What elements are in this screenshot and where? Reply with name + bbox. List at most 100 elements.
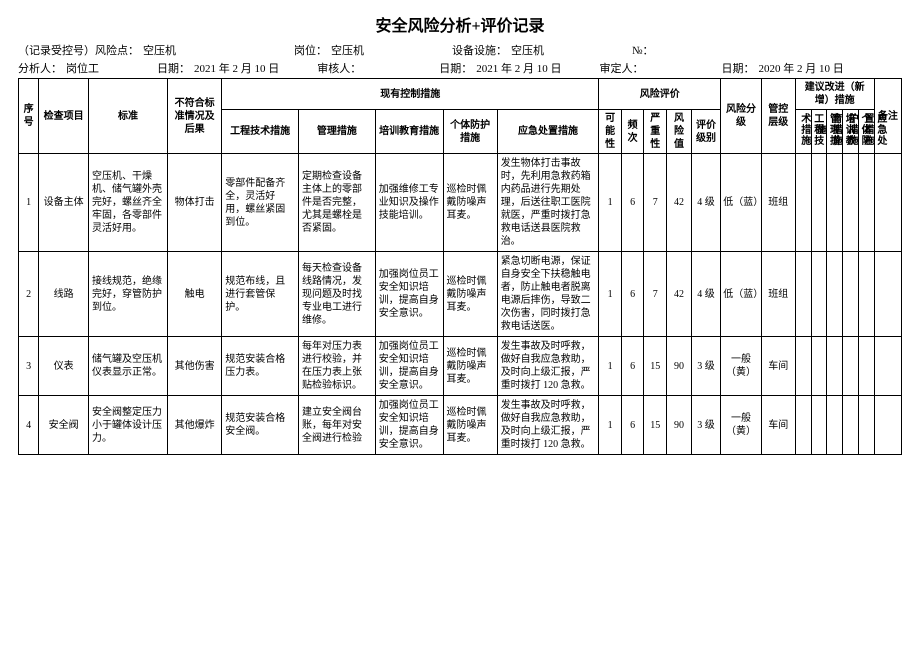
cell-cl: 车间 [761,396,795,455]
cell-seq: 3 [19,337,39,396]
cell-f: 6 [621,337,644,396]
cell-mgmt: 每年对压力表进行校验，并在压力表上张贴检验标识。 [298,337,375,396]
h-freq: 频次 [621,110,644,154]
cell-sp [843,337,859,396]
cell-item: 安全阀 [39,396,89,455]
h-emerg: 应急处置措施 [497,110,599,154]
h-risk-eval: 风险评价 [599,79,721,110]
cell-emerg: 发生事故及时呼救，做好自我应急救助，及时向上级汇报，严重时拨打 120 急救。 [497,396,599,455]
cell-item: 线路 [39,252,89,337]
cell-cl: 车间 [761,337,795,396]
h-severity: 严重性 [644,110,667,154]
h-ppe: 个体防护措施 [443,110,497,154]
cell-nonconf: 其他伤害 [168,337,222,396]
h-train: 培训教育措施 [375,110,443,154]
cell-se [795,154,811,252]
cell-eng: 规范安装合格压力表。 [222,337,299,396]
cell-v: 90 [667,337,692,396]
cell-train: 加强岗位员工安全知识培训，提高自身安全意识。 [375,396,443,455]
date2-value: 2021 年 2 月 10 日 [476,60,561,76]
cell-se [795,252,811,337]
cell-el: 3 级 [691,396,720,455]
post-label: 岗位： [294,42,327,58]
cell-seg [858,396,874,455]
cell-s: 15 [644,337,667,396]
cell-f: 6 [621,154,644,252]
cell-rg: 一般（黄） [721,396,762,455]
cell-se [795,337,811,396]
cell-f: 6 [621,396,644,455]
table-row: 3仪表储气罐及空压机仪表显示正常。其他伤害规范安装合格压力表。每年对压力表进行校… [19,337,902,396]
cell-emerg: 发生事故及时呼救，做好自我应急救助，及时向上级汇报，严重时拨打 120 急救。 [497,337,599,396]
cell-rm [874,154,901,252]
cell-seq: 4 [19,396,39,455]
approver-label: 审定人： [600,60,644,76]
cell-nonconf: 物体打击 [168,154,222,252]
cell-ppe: 巡检时佩戴防噪声耳麦。 [443,337,497,396]
cell-st [827,252,843,337]
h-suggest: 建议改进（新增）措施 [795,79,874,110]
cell-sm [811,154,827,252]
date1-label: 日期： [157,60,190,76]
cell-sm [811,396,827,455]
no-label: №： [632,42,654,58]
h-seq: 序号 [19,79,39,154]
cell-s: 15 [644,396,667,455]
cell-st [827,154,843,252]
h-s-train: 培训教育措施 [827,110,843,154]
cell-v: 90 [667,396,692,455]
meta-row-1: （记录受控号）风险点： 空压机 岗位： 空压机 设备设施： 空压机 №： [18,42,902,58]
h-likelihood: 可能性 [599,110,622,154]
cell-mgmt: 定期检查设备主体上的零部件是否完整，尤其是螺栓是否紧固。 [298,154,375,252]
date3-value: 2020 年 2 月 10 日 [759,60,844,76]
cell-l: 1 [599,396,622,455]
cell-mgmt: 每天检查设备线路情况，发现问题及时找专业电工进行维修。 [298,252,375,337]
table-row: 2线路接线规范，绝缘完好，穿管防护到位。触电规范布线，且进行套管保护。每天检查设… [19,252,902,337]
h-ctrl-level: 管控层级 [761,79,795,154]
h-item: 检查项目 [39,79,89,154]
cell-emerg: 发生物体打击事故时，先利用急救药箱内药品进行先期处理，后送往职工医院就医，严重时… [497,154,599,252]
cell-el: 3 级 [691,337,720,396]
h-eng: 工程技术措施 [222,110,299,154]
cell-v: 42 [667,252,692,337]
cell-rm [874,252,901,337]
cell-seg [858,252,874,337]
equip-label: 设备设施： [452,42,507,58]
cell-sp [843,252,859,337]
cell-seg [858,154,874,252]
cell-eng: 规范安装合格安全阀。 [222,396,299,455]
cell-rm [874,337,901,396]
risk-table: 序号 检查项目 标准 不符合标准情况及后果 现有控制措施 风险评价 风险分级 管… [18,78,902,455]
cell-ppe: 巡检时佩戴防噪声耳麦。 [443,252,497,337]
table-row: 4安全阀安全阀整定压力小于罐体设计压力。其他爆炸规范安装合格安全阀。建立安全阀台… [19,396,902,455]
cell-ppe: 巡检时佩戴防噪声耳麦。 [443,154,497,252]
h-existing: 现有控制措施 [222,79,599,110]
cell-standard: 储气罐及空压机仪表显示正常。 [88,337,167,396]
analyst-value: 岗位工 [66,60,99,76]
date2-label: 日期： [439,60,472,76]
cell-l: 1 [599,252,622,337]
cell-sm [811,252,827,337]
equip-value: 空压机 [511,42,544,58]
cell-el: 4 级 [691,154,720,252]
cell-seg [858,337,874,396]
cell-nonconf: 触电 [168,252,222,337]
cell-cl: 班组 [761,252,795,337]
cell-sp [843,154,859,252]
cell-l: 1 [599,337,622,396]
cell-rg: 低（蓝） [721,252,762,337]
cell-sp [843,396,859,455]
cell-standard: 空压机、干燥机、储气罐外壳完好，螺丝齐全牢固，各零部件灵活好用。 [88,154,167,252]
record-value: 空压机 [143,42,176,58]
cell-item: 仪表 [39,337,89,396]
cell-standard: 接线规范，绝缘完好，穿管防护到位。 [88,252,167,337]
h-nonconf: 不符合标准情况及后果 [168,79,222,154]
cell-emerg: 紧急切断电源，保证自身安全下扶稳触电者，防止触电者脱离电源后摔伤，导致二次伤害，… [497,252,599,337]
h-s-ppe: 个体防护措施 [843,110,859,154]
cell-item: 设备主体 [39,154,89,252]
table-row: 1设备主体空压机、干燥机、储气罐外壳完好，螺丝齐全牢固，各零部件灵活好用。物体打… [19,154,902,252]
h-eval-level: 评价级别 [691,110,720,154]
post-value: 空压机 [331,42,364,58]
reviewer-label: 审核人： [317,60,361,76]
cell-seq: 1 [19,154,39,252]
